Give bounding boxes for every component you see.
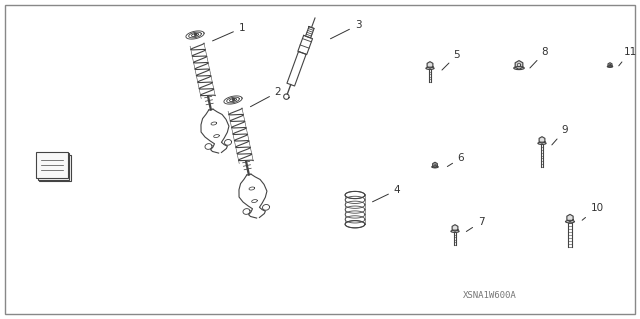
Polygon shape <box>608 63 612 67</box>
Polygon shape <box>427 62 433 68</box>
Text: 3: 3 <box>330 20 362 39</box>
Text: 6: 6 <box>447 153 464 167</box>
Ellipse shape <box>514 67 524 70</box>
Bar <box>39 155 71 181</box>
Polygon shape <box>567 214 573 222</box>
Polygon shape <box>539 137 545 143</box>
Ellipse shape <box>432 166 438 168</box>
Ellipse shape <box>451 230 459 233</box>
Text: 8: 8 <box>530 47 548 68</box>
Bar <box>36 152 68 178</box>
Ellipse shape <box>426 67 434 70</box>
Polygon shape <box>452 225 458 231</box>
Text: 11: 11 <box>619 47 637 66</box>
Text: 9: 9 <box>552 125 568 145</box>
Ellipse shape <box>607 66 612 67</box>
Ellipse shape <box>566 220 575 223</box>
Text: 10: 10 <box>582 203 604 220</box>
Text: 2: 2 <box>250 87 282 107</box>
Text: 1: 1 <box>212 23 245 41</box>
Text: 4: 4 <box>372 185 400 202</box>
Text: XSNA1W600A: XSNA1W600A <box>463 291 517 300</box>
Ellipse shape <box>538 142 546 145</box>
Bar <box>38 153 69 180</box>
Polygon shape <box>515 61 523 70</box>
Polygon shape <box>433 162 437 168</box>
Text: 5: 5 <box>442 50 460 70</box>
Text: 7: 7 <box>467 217 484 232</box>
